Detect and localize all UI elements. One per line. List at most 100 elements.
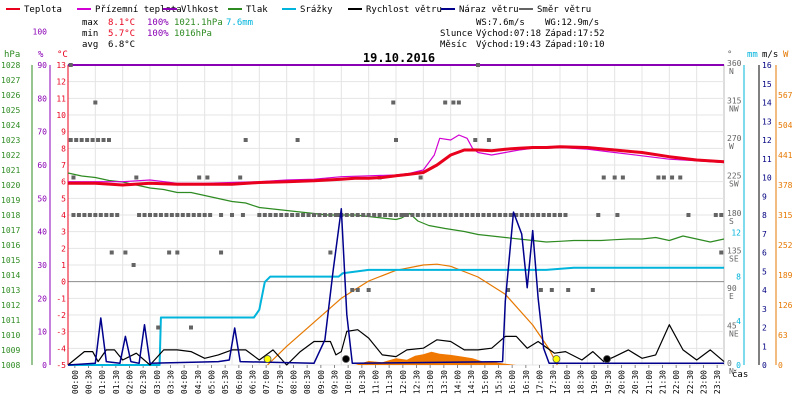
wind-direction-point (536, 213, 541, 217)
wind-direction-point (71, 175, 76, 180)
wind-direction-point (454, 213, 459, 217)
unit-pct: % (38, 50, 44, 60)
tick-rain: 0 (736, 361, 741, 370)
x-tick-label: 10:00 (344, 370, 353, 394)
wind-direction-point (476, 213, 480, 217)
tick-compass: NE (729, 330, 739, 339)
tick-wind-dir: 90 (727, 284, 737, 293)
wind-direction-point (107, 138, 111, 142)
wind-direction-point (167, 250, 172, 255)
moonset-marker (342, 355, 350, 363)
x-tick-label: 00:30 (85, 370, 94, 394)
wind-direction-point (186, 213, 191, 217)
wind-direction-point (328, 213, 333, 217)
x-tick-label: 03:00 (153, 370, 162, 394)
tick-pressure: 1022 (1, 151, 20, 160)
tick-wind-dir: 270 (727, 134, 742, 143)
unit-wm2: W (783, 50, 789, 60)
wind-direction-point (399, 213, 404, 217)
x-tick-label: 21:30 (659, 370, 668, 394)
wind-direction-point (437, 213, 442, 217)
wind-direction-point (415, 213, 420, 217)
tick-pressure: 1016 (1, 241, 20, 250)
wind-direction-point (410, 213, 415, 217)
wind-direction-point (404, 213, 409, 217)
wind-direction-point (426, 213, 431, 217)
wind-direction-point (394, 138, 398, 142)
tick-temperature: 3 (61, 228, 66, 237)
tick-compass: N (729, 367, 734, 376)
marker-layer (263, 355, 611, 363)
x-tick-label: 01:30 (112, 370, 121, 394)
wind-direction-point (615, 213, 620, 217)
series-layer (67, 63, 725, 366)
tick-wind: 13 (762, 117, 772, 126)
axis-unit-labels: hPa % °C ° mm m/s W čas (4, 50, 789, 380)
tick-pressure: 1023 (1, 136, 20, 145)
legend-label: Vlhkost (181, 5, 219, 15)
series-teplota (68, 145, 725, 187)
wind-direction-point (153, 213, 158, 217)
tick-wind: 1 (762, 342, 767, 351)
wind-direction-point (506, 288, 511, 292)
x-tick-label: 07:00 (262, 370, 271, 394)
wind-direction-point (197, 175, 202, 180)
x-tick-label: 07:30 (276, 370, 285, 394)
tick-wind: 3 (762, 305, 767, 314)
tick-solar: 189 (778, 271, 793, 280)
wind-direction-point (372, 213, 377, 217)
wind-direction-point (295, 138, 300, 142)
tick-pressure: 1017 (1, 226, 20, 235)
tick-rain: 8 (736, 273, 741, 282)
wind-direction-point (115, 213, 120, 217)
sunrise-marker (263, 355, 272, 363)
wind-direction-point (230, 213, 234, 217)
tick-humidity: 70 (37, 128, 47, 137)
tick-wind: 6 (762, 249, 767, 258)
tick-wind-dir: 135 (727, 247, 742, 256)
stats-wind-speed: WS:7.6m/s (476, 18, 525, 28)
x-tick-label: 20:00 (618, 370, 627, 394)
tick-humidity: 10 (37, 328, 47, 337)
wind-direction-point (465, 213, 470, 217)
tick-pressure: 1021 (1, 166, 20, 175)
tick-solar: 567 (778, 91, 793, 100)
wind-direction-point (109, 250, 114, 255)
x-tick-label: 04:00 (180, 370, 189, 394)
x-tick-label: 17:00 (536, 370, 545, 394)
x-tick-label: 12:30 (413, 370, 422, 394)
series-n-raz-v-tru (67, 208, 724, 366)
x-tick-label: 16:00 (508, 370, 517, 394)
legend-label: Srážky (300, 5, 333, 15)
stats-moon-label: Měsíc (440, 40, 467, 50)
x-axis: 00:00 00:30 01:00 01:30 02:00 02:30 03:00 03:30… (71, 365, 722, 394)
wind-direction-point (418, 175, 423, 180)
wind-direction-point (85, 138, 90, 142)
tick-temperature: 7 (61, 161, 66, 170)
tick-humidity: 40 (37, 228, 47, 237)
wind-direction-point (98, 213, 103, 217)
wind-direction-point (156, 325, 161, 330)
wind-direction-point (538, 288, 543, 292)
wind-direction-point (541, 213, 546, 217)
wind-direction-point (205, 175, 210, 180)
tick-humidity: 90 (37, 61, 47, 70)
x-tick-label: 11:30 (385, 370, 394, 394)
left-axes: 1008100910101011101210131014101510161017… (1, 28, 69, 370)
wind-direction-point (421, 213, 426, 217)
wind-direction-point (137, 213, 142, 217)
wind-direction-point (391, 100, 396, 105)
chart-title: 19.10.2016 (363, 51, 435, 65)
stats-panel: max 8.1°C 100% 1021.1hPa 7.6mm min 5.7°C… (82, 18, 605, 50)
wind-direction-point (164, 213, 169, 217)
wind-direction-point (273, 213, 278, 217)
wind-direction-point (525, 213, 530, 217)
wind-direction-point (290, 213, 295, 217)
tick-temperature: 2 (61, 244, 66, 253)
wind-direction-point (197, 213, 202, 217)
stats-min-humidity: 100% (147, 29, 169, 39)
x-tick-label: 14:30 (467, 370, 476, 394)
wind-direction-point (238, 175, 243, 180)
x-tick-label: 03:30 (167, 370, 176, 394)
tick-wind: 12 (762, 136, 772, 145)
